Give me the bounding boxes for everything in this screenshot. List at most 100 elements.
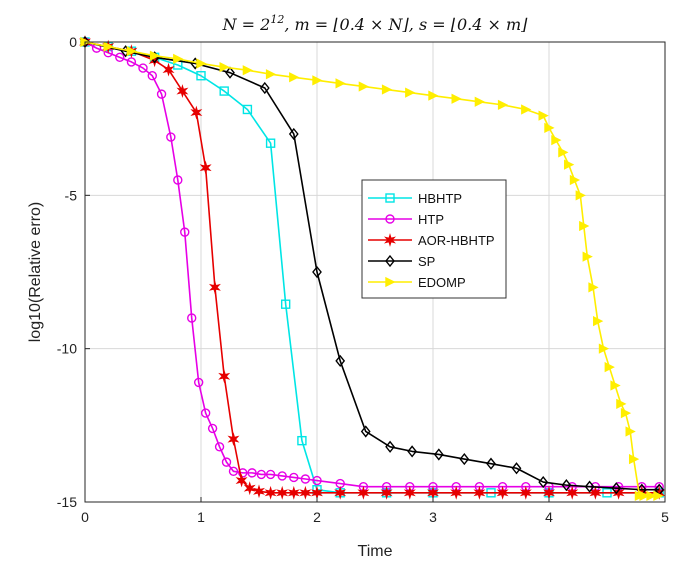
data-point-htp bbox=[214, 442, 225, 452]
data-point-hbhtp bbox=[196, 71, 206, 81]
data-point-aor-hbhtp bbox=[227, 432, 240, 447]
data-point-edomp bbox=[575, 190, 586, 201]
data-point-edomp bbox=[149, 50, 161, 61]
data-point-htp bbox=[115, 52, 125, 63]
data-point-edomp bbox=[653, 490, 664, 501]
data-point-edomp bbox=[265, 69, 277, 80]
data-point-edomp bbox=[335, 78, 346, 89]
data-point-edomp bbox=[126, 46, 137, 57]
y-tick-label: 0 bbox=[69, 34, 77, 50]
data-point-edomp bbox=[451, 93, 462, 104]
y-tick-label: -15 bbox=[57, 494, 77, 510]
legend-marker bbox=[385, 193, 395, 203]
data-point-aor-hbhtp bbox=[519, 485, 532, 500]
legend-label: HTP bbox=[418, 212, 444, 227]
data-point-htp bbox=[156, 89, 167, 99]
chart-title: N = 212, m = ⌊0.4 × N⌋, s = ⌊0.4 × m⌋ bbox=[222, 13, 529, 34]
data-point-edomp bbox=[103, 41, 114, 52]
data-point-sp bbox=[385, 440, 395, 453]
data-point-hbhtp bbox=[280, 299, 291, 309]
data-point-aor-hbhtp bbox=[208, 280, 221, 295]
x-tick-label: 5 bbox=[661, 509, 669, 525]
data-point-htp bbox=[238, 468, 248, 478]
data-point-edomp bbox=[616, 398, 627, 409]
data-point-edomp bbox=[639, 490, 650, 501]
data-point-edomp bbox=[358, 81, 369, 92]
data-point-edomp bbox=[219, 62, 230, 73]
data-point-sp bbox=[433, 448, 444, 461]
legend: HBHTP HTP AOR-HBHTP SP EDOMP bbox=[361, 179, 507, 299]
data-point-aor-hbhtp bbox=[287, 485, 300, 500]
data-point-sp bbox=[360, 425, 371, 438]
legend-marker bbox=[385, 254, 395, 268]
series-line-htp bbox=[84, 41, 660, 488]
data-point-edomp bbox=[428, 90, 439, 101]
series-layer bbox=[79, 35, 666, 501]
x-axis-label: Time bbox=[358, 543, 393, 560]
data-point-hbhtp bbox=[265, 138, 276, 148]
data-point-sp bbox=[459, 452, 470, 466]
x-tick-label: 2 bbox=[313, 509, 321, 525]
data-point-htp bbox=[228, 466, 239, 477]
legend-item-hbhtp: HBHTP bbox=[368, 191, 462, 206]
series-line-aor-hbhtp bbox=[84, 41, 660, 494]
data-point-aor-hbhtp bbox=[403, 485, 416, 500]
data-point-aor-hbhtp bbox=[243, 481, 256, 496]
legend-label: EDOMP bbox=[418, 275, 466, 290]
data-point-htp bbox=[221, 457, 232, 467]
title-n-part: N = 2 bbox=[222, 15, 271, 34]
data-point-sp bbox=[407, 445, 418, 458]
data-point-sp bbox=[538, 475, 549, 489]
data-point-htp bbox=[187, 313, 197, 323]
legend-item-htp: HTP bbox=[368, 212, 444, 227]
data-point-edomp bbox=[497, 99, 509, 110]
data-point-htp bbox=[300, 474, 311, 484]
title-exponent: 12 bbox=[270, 13, 284, 26]
data-point-htp bbox=[200, 408, 211, 418]
data-point-edomp bbox=[558, 147, 569, 158]
data-point-edomp bbox=[564, 159, 575, 170]
legend-marker bbox=[385, 214, 395, 224]
series-edomp bbox=[80, 36, 664, 501]
data-point-htp bbox=[207, 423, 218, 434]
data-point-htp bbox=[180, 227, 190, 237]
legend-marker bbox=[384, 233, 396, 247]
y-tick-label: -10 bbox=[57, 341, 77, 357]
data-point-aor-hbhtp bbox=[235, 473, 248, 488]
data-point-aor-hbhtp bbox=[380, 485, 393, 500]
data-point-htp bbox=[138, 63, 148, 73]
data-point-aor-hbhtp bbox=[162, 62, 175, 77]
data-point-edomp bbox=[521, 104, 532, 115]
data-point-sp bbox=[225, 66, 235, 79]
data-point-hbhtp bbox=[242, 104, 253, 115]
data-point-htp bbox=[173, 175, 183, 185]
legend-label: HBHTP bbox=[418, 191, 462, 206]
ticks: 0 1 2 3 4 5 0 -5 -10 -15 bbox=[57, 34, 669, 525]
legend-item-edomp: EDOMP bbox=[368, 275, 466, 290]
data-point-aor-hbhtp bbox=[199, 160, 212, 175]
data-point-aor-hbhtp bbox=[276, 485, 289, 500]
data-point-edomp bbox=[544, 122, 555, 133]
data-point-htp bbox=[247, 468, 257, 478]
data-point-edomp bbox=[312, 75, 323, 86]
data-point-sp bbox=[584, 480, 595, 493]
data-point-htp bbox=[166, 132, 176, 142]
data-point-aor-hbhtp bbox=[566, 485, 579, 500]
data-point-aor-hbhtp bbox=[176, 84, 189, 98]
data-point-edomp bbox=[646, 490, 657, 501]
legend-label: AOR-HBHTP bbox=[418, 233, 495, 248]
data-point-edomp bbox=[569, 174, 581, 186]
data-point-edomp bbox=[579, 220, 590, 232]
data-point-edomp bbox=[289, 72, 300, 83]
x-tick-label: 0 bbox=[81, 509, 89, 525]
title-rest: , m = ⌊0.4 × N⌋, s = ⌊0.4 × m⌋ bbox=[284, 15, 528, 34]
data-point-aor-hbhtp bbox=[357, 485, 370, 500]
data-point-sp bbox=[611, 482, 622, 495]
plot-frame bbox=[84, 41, 666, 503]
data-point-edomp bbox=[604, 361, 615, 373]
data-point-edomp bbox=[538, 110, 549, 121]
data-point-edomp bbox=[593, 315, 604, 327]
data-point-aor-hbhtp bbox=[450, 485, 463, 500]
data-point-aor-hbhtp bbox=[190, 105, 203, 120]
y-tick-label: -5 bbox=[65, 187, 78, 203]
